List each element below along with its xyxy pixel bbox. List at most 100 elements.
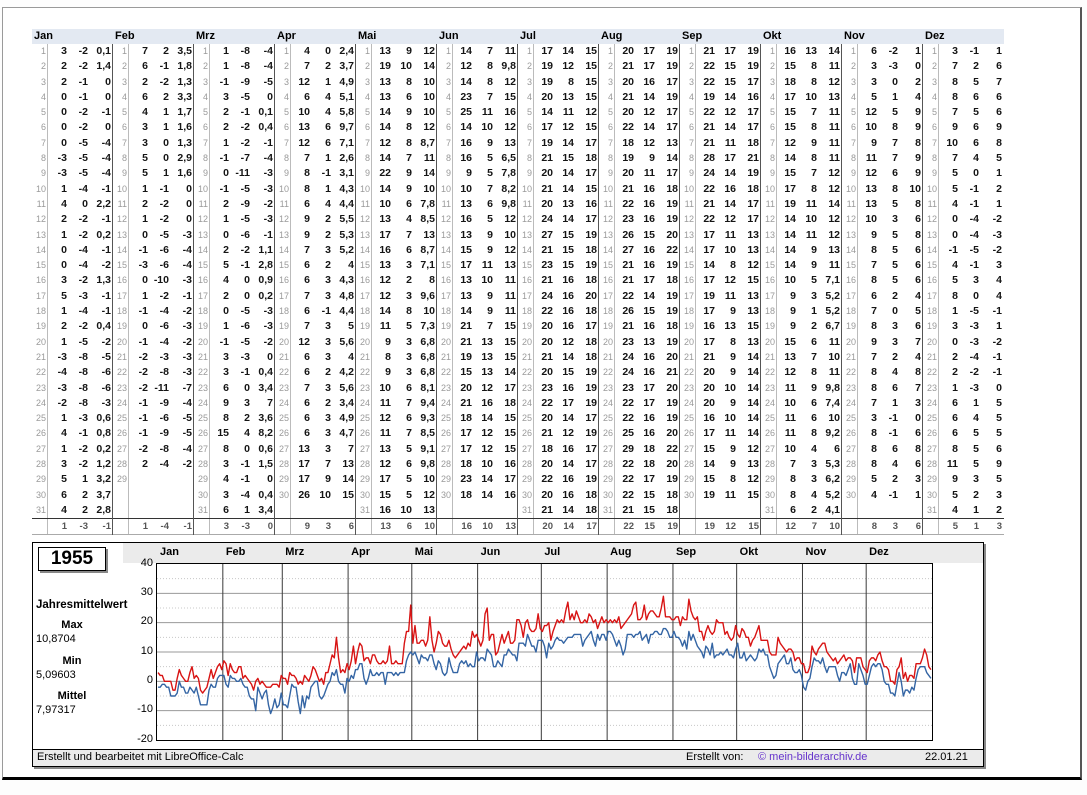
day-number: 13	[32, 227, 48, 243]
temp-cell: 16	[643, 427, 655, 440]
temp-cell: -4	[263, 152, 273, 165]
day-number: 10	[518, 181, 534, 197]
day-number	[113, 487, 129, 503]
temp-cell: 9	[649, 152, 655, 165]
summary-day-spacer	[599, 519, 615, 535]
table-row: 19 0 -6 -3	[113, 319, 193, 335]
day-number: 10	[356, 181, 372, 197]
day-number: 22	[842, 365, 858, 381]
table-row: 7 0 -5 -4	[32, 135, 112, 152]
table-row: 9 5 1 1,6	[113, 166, 193, 182]
summary-cell: 6	[406, 521, 412, 533]
day-number: 7	[923, 135, 939, 152]
table-row: 12 24 14 17	[518, 212, 598, 228]
table-row: 29 9 3 5	[923, 472, 1004, 488]
temp-cell: 1,2	[96, 458, 111, 471]
temp-cell: 12	[585, 106, 597, 119]
table-row: 10 17 8 12	[761, 181, 841, 197]
temp-cell: 12	[724, 106, 736, 119]
temp-cell: 20	[622, 45, 634, 57]
month-body: 1 16 13 14 2 15 8 11 3 18 8 12 4 17 10 13 5 15 7 11 6 15 8 11 7 1…	[761, 44, 842, 536]
temp-cell: 4	[973, 412, 979, 425]
table-row: 29 15 8 12	[680, 472, 760, 488]
footer-credit-link[interactable]: © mein-bilderarchiv.de	[758, 751, 868, 764]
temp-cell: 11	[379, 320, 391, 333]
temp-cell: -5	[263, 75, 273, 88]
month-summary-row: 1 -4 -1	[113, 518, 193, 536]
table-row: 9 -3 -5 -4	[32, 166, 112, 182]
temp-cell: -4	[182, 243, 192, 256]
temp-cell: 13	[805, 45, 817, 57]
table-row: 14 -1 -6 -4	[113, 242, 193, 259]
day-number: 29	[761, 472, 777, 488]
temp-cell: 9	[952, 473, 958, 486]
temp-cell: 10	[379, 197, 391, 210]
temp-cell: 16	[585, 197, 597, 210]
table-row: 18 -1 -4 -2	[113, 304, 193, 320]
temp-cell: 1	[915, 488, 921, 501]
temp-cell: 0	[892, 305, 898, 318]
table-row: 17 6 2 4	[842, 288, 922, 305]
temp-cell: 6	[996, 90, 1002, 103]
temp-cell: 6,8	[420, 335, 435, 348]
table-row: 10 5 -1 2	[923, 181, 1004, 197]
day-number: 21	[437, 349, 453, 366]
table-row: 1 4 0 2,4	[275, 44, 355, 60]
temp-cell: 22	[703, 213, 715, 226]
day-number: 30	[32, 487, 48, 503]
temp-cell: 9,8	[420, 458, 435, 471]
temp-cell	[291, 503, 310, 518]
temp-cell: 11	[379, 396, 391, 409]
month-body: 1 17 14 15 2 19 12 15 3 19 8 15 4 20 13 15 5 14 11 12 6 17 12 1…	[518, 44, 599, 536]
temp-cell: 13	[481, 350, 493, 363]
day-number: 23	[32, 380, 48, 396]
temp-cell	[169, 488, 194, 503]
temp-cell: 19	[666, 259, 678, 272]
temp-cell: 0	[105, 90, 111, 103]
temp-cell: 9	[915, 167, 921, 180]
day-number: 8	[113, 151, 129, 167]
day-number: 6	[194, 120, 210, 136]
table-row: 30 5 2 3	[923, 487, 1004, 503]
temp-cell: 0,2	[258, 289, 273, 302]
table-row: 11 21 14 17	[680, 196, 760, 213]
temp-cell: 22	[622, 458, 634, 471]
month-header: Okt	[761, 29, 842, 44]
temp-cell: 13	[379, 45, 391, 57]
temp-cell: -3	[159, 350, 169, 363]
temp-cell: 18	[585, 503, 597, 516]
day-number: 2	[680, 59, 696, 75]
temp-cell: 13	[379, 90, 391, 103]
footer-created-by-label: Erstellt von:	[686, 751, 744, 764]
day-number: 14	[32, 242, 48, 259]
temp-cell: 0,9	[258, 274, 273, 287]
day-number: 8	[32, 151, 48, 167]
temp-cell: 0,4	[258, 488, 273, 501]
temp-cell: 1	[163, 106, 169, 119]
table-row: 29 5 1 3,2	[32, 472, 112, 488]
temp-cell: 12	[784, 136, 796, 149]
temp-cell: -1	[888, 488, 898, 501]
table-row: 21 24 16 20	[599, 349, 679, 366]
temp-cell: 8	[952, 289, 958, 302]
temp-cell: -3	[57, 167, 67, 180]
table-row: 23 11 9 9,8	[761, 380, 841, 396]
day-number: 30	[356, 487, 372, 503]
temp-cell: 4	[325, 106, 331, 119]
temp-cell: 4	[871, 488, 877, 501]
day-number: 28	[275, 457, 291, 473]
temp-cell	[715, 503, 736, 518]
temp-cell: 19	[666, 213, 678, 226]
table-row: 25 22 16 19	[599, 411, 679, 427]
temp-cell: 1	[996, 197, 1002, 210]
table-row: 31 4 1 2	[923, 502, 1004, 519]
day-number: 18	[842, 304, 858, 320]
temp-cell: 6	[811, 335, 817, 348]
table-row: 13 0 -4 -3	[923, 227, 1004, 243]
temp-cell: 3	[223, 458, 229, 471]
temp-cell: 18	[666, 320, 678, 333]
day-number: 25	[923, 411, 939, 427]
temp-cell: 1	[142, 213, 148, 226]
temp-cell: 17	[666, 106, 678, 119]
temp-cell: -2	[101, 259, 111, 272]
